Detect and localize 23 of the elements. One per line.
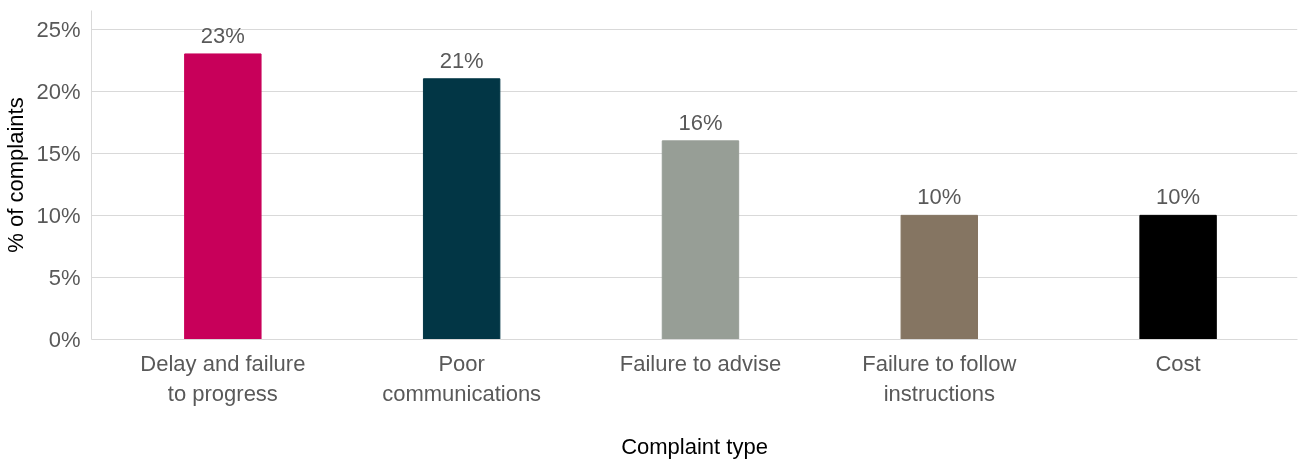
x-tick-label: Delay and failure to progress [140, 350, 306, 406]
x-tick-label: Failure to advise [619, 350, 782, 376]
data-label: 21% [439, 47, 484, 73]
bar [661, 140, 740, 340]
y-tick-label: 25% [36, 16, 81, 42]
y-tick-label: 20% [36, 78, 81, 104]
data-label: 23% [200, 22, 245, 48]
y-tick-label: 5% [48, 264, 81, 290]
y-tick-label: 0% [48, 327, 81, 352]
bar [184, 53, 262, 340]
y-tick-label: 15% [36, 140, 81, 166]
bar [1139, 214, 1217, 340]
x-tick-label: Poor communications [382, 350, 542, 406]
bar [900, 214, 978, 340]
x-axis-title: Complaint type [621, 433, 768, 459]
data-label: 10% [1156, 184, 1201, 210]
data-label: 10% [917, 184, 962, 210]
y-axis-title: % of complaints [3, 97, 29, 253]
bar [422, 78, 501, 340]
y-tick-label: 10% [36, 202, 81, 228]
data-label: 16% [678, 109, 723, 135]
x-tick-label: Failure to follow instructions [862, 350, 1017, 406]
x-tick-label: Cost [1155, 350, 1201, 376]
